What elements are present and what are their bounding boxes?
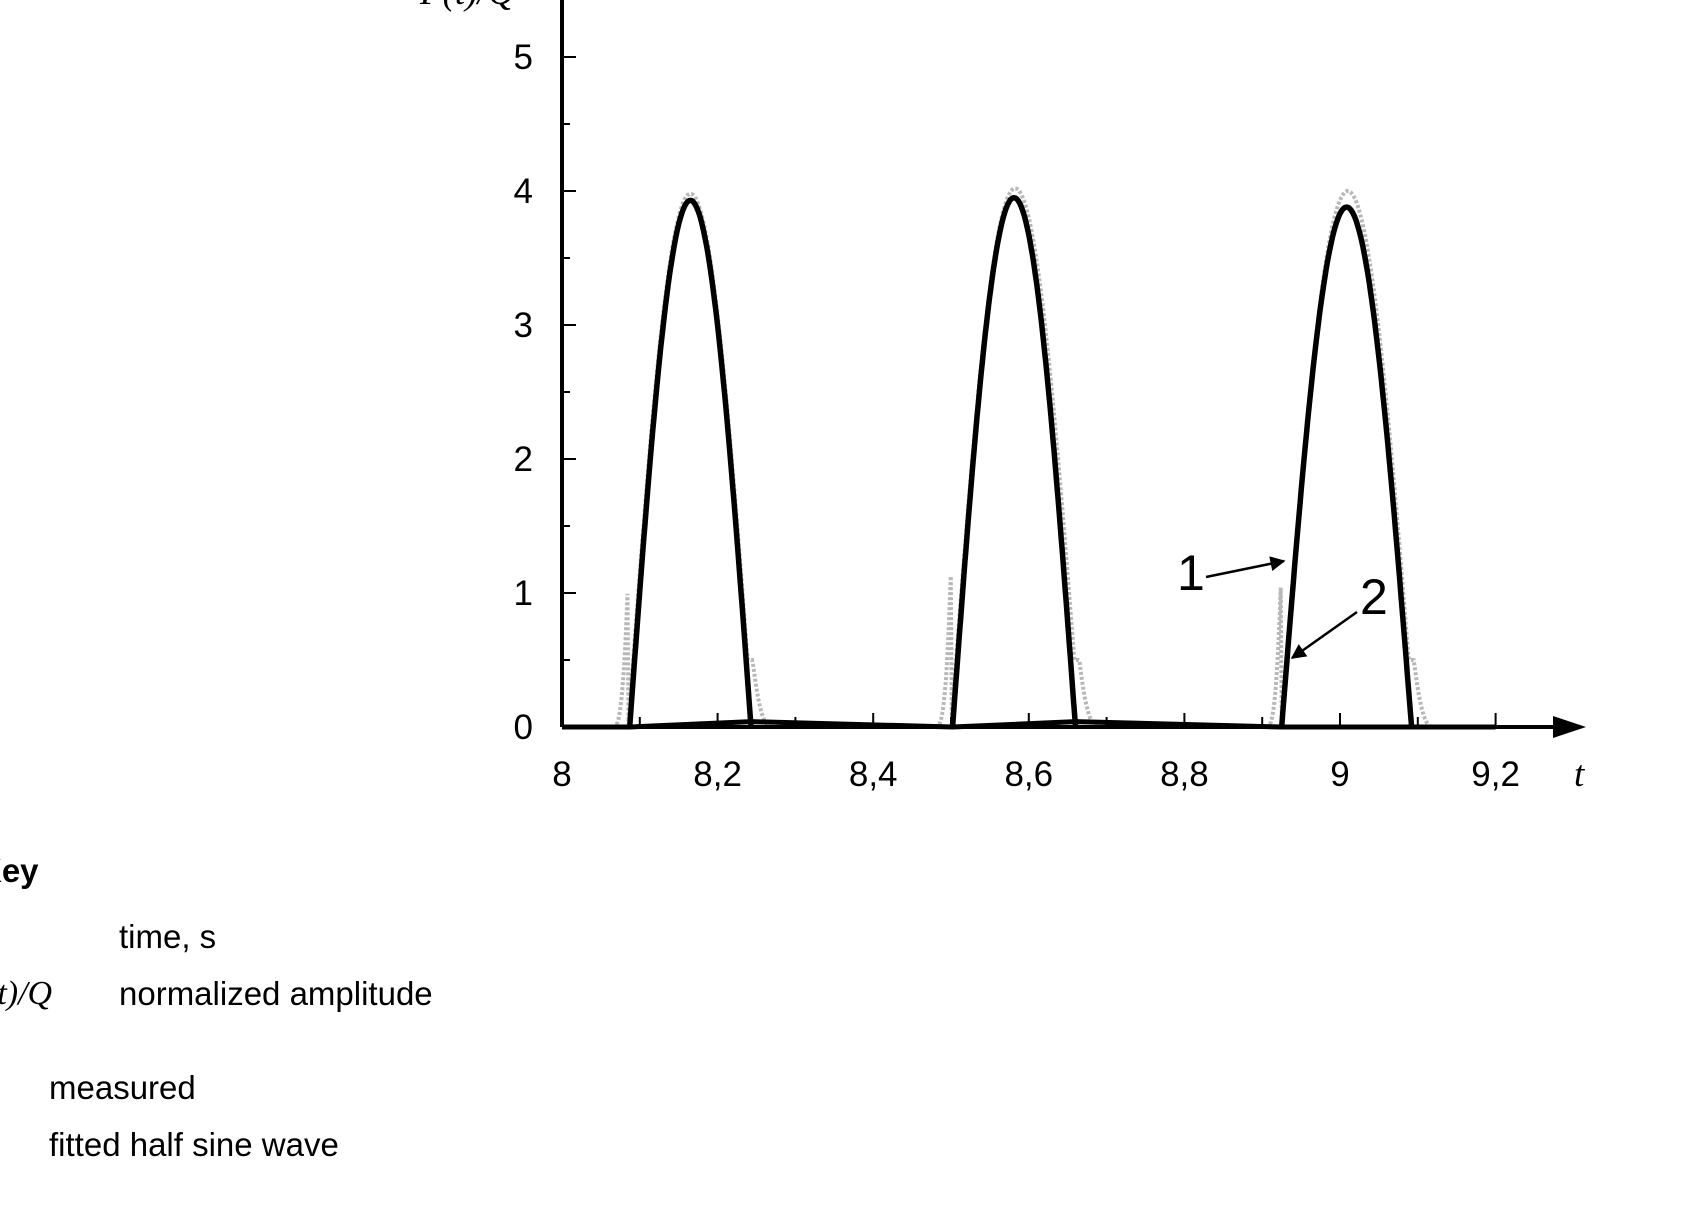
y-tick-label: 2 <box>514 440 533 479</box>
key-heading: Key <box>0 852 39 889</box>
key-symbol-amplitude: (t)/Q <box>0 975 53 1012</box>
y-tick-label: 1 <box>514 574 533 613</box>
key-item-fitted: fitted half sine wave <box>49 1126 339 1163</box>
y-tick-label: 0 <box>514 708 533 747</box>
x-axis-arrow-icon <box>1553 716 1586 738</box>
y-tick-label: 4 <box>514 172 533 211</box>
annotation-2-arrow-icon <box>1290 610 1358 660</box>
key-item-time: time, s <box>119 918 217 955</box>
fitted-pulse-1 <box>626 197 754 728</box>
x-tick-label: 8,8 <box>1160 755 1209 794</box>
annotation-1-arrow-icon <box>1205 556 1286 579</box>
x-tick-label: 8,4 <box>849 755 898 794</box>
y-tick-label: 5 <box>514 38 533 77</box>
key-item-measured: measured <box>49 1069 196 1106</box>
annotation-2: 2 <box>1360 569 1388 625</box>
annotation-1: 1 <box>1177 545 1205 601</box>
x-axis-label: t <box>1574 754 1586 795</box>
fitted-pulse-2 <box>949 194 1079 728</box>
measured-pulse-3 <box>1265 188 1434 729</box>
x-tick-label: 8 <box>552 755 571 794</box>
y-axis-label: F(t)/Q <box>419 0 515 13</box>
y-tick-label: 3 <box>514 306 533 345</box>
x-tick-label: 8,6 <box>1004 755 1053 794</box>
fitted-pulse-3 <box>1278 204 1415 728</box>
x-tick-label: 9,2 <box>1471 755 1520 794</box>
key-item-amplitude: normalized amplitude <box>119 975 433 1012</box>
x-tick-label: 9 <box>1330 755 1349 794</box>
x-tick-label: 8,2 <box>693 755 742 794</box>
